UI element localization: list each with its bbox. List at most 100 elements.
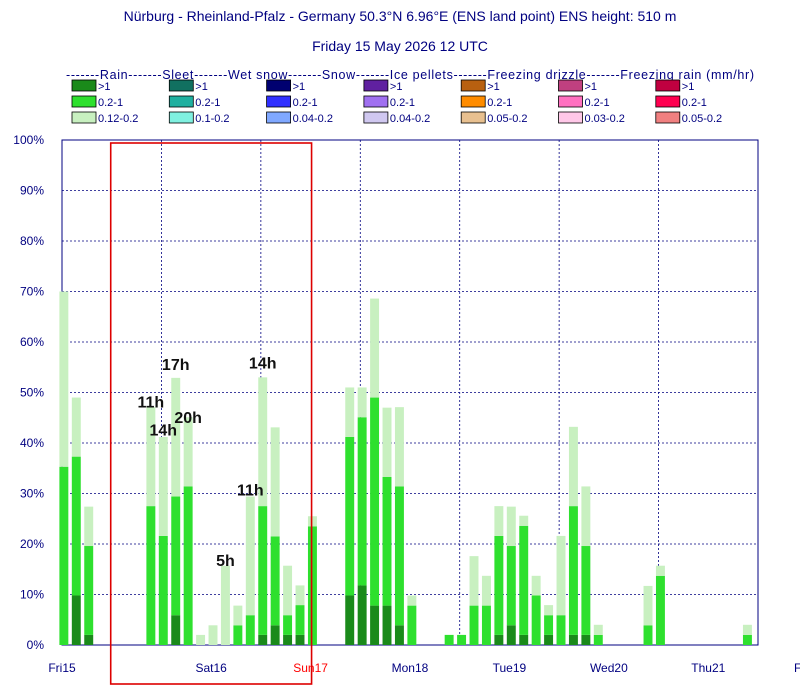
legend-label: 0.2-1 — [293, 97, 318, 109]
legend-label: 0.12-0.2 — [98, 113, 138, 125]
legend-label: 0.2-1 — [98, 97, 123, 109]
legend-label: 0.2-1 — [585, 97, 610, 109]
legend-swatch — [363, 79, 389, 92]
legend-swatch — [266, 79, 292, 92]
y-tick-label: 40% — [20, 436, 44, 450]
annotations: 11h 14h 17h 20h 5h 11h 14h — [138, 355, 277, 570]
bar-segment — [556, 535, 566, 616]
bar-segment — [59, 466, 69, 645]
legend-label: 0.2-1 — [195, 97, 220, 109]
y-tick-label: 30% — [20, 487, 44, 501]
bar-segment — [283, 565, 293, 616]
bar-segment — [158, 535, 168, 645]
bar-segment — [295, 634, 305, 645]
legend-label: >1 — [682, 81, 695, 93]
x-day-label: Fri22 — [794, 661, 800, 675]
bar-segment — [146, 506, 156, 645]
bar-segment — [382, 605, 392, 645]
bar-segment — [407, 595, 417, 606]
legend-label: >1 — [390, 81, 403, 93]
bar-segment — [71, 397, 81, 457]
bar-segment — [481, 575, 491, 606]
bar-segment — [196, 634, 206, 645]
legend-swatch — [363, 95, 389, 108]
y-tick-label: 90% — [20, 184, 44, 198]
bar-segment — [245, 615, 255, 645]
legend-swatch — [71, 111, 97, 124]
legend-swatch — [266, 95, 292, 108]
bar-segment — [581, 634, 591, 645]
bar-segment — [643, 585, 653, 626]
bar-segment — [544, 605, 554, 616]
bar-segment — [258, 634, 268, 645]
chart-subtitle: Friday 15 May 2026 12 UTC — [312, 38, 488, 54]
bar-segment — [146, 407, 156, 507]
x-day-label: Fri15 — [48, 661, 76, 675]
bar-segment — [307, 516, 317, 527]
bar-segment — [258, 506, 268, 635]
bar-segment — [357, 387, 367, 418]
legend-header: -------Rain-------Sleet-------Wet snow--… — [66, 68, 754, 82]
legend-swatch — [460, 111, 486, 124]
bar-segment — [506, 546, 516, 626]
peak-hour-label: 20h — [174, 410, 202, 427]
bar-segment — [307, 526, 317, 645]
legend-swatch — [168, 79, 194, 92]
bar-segment — [295, 585, 305, 606]
bar-segment — [494, 506, 504, 536]
bar-segment — [233, 605, 243, 626]
bar-segment — [568, 426, 578, 507]
x-day-label: Tue19 — [493, 661, 527, 675]
legend-label: >1 — [98, 81, 111, 93]
legend-label: >1 — [487, 81, 500, 93]
bar-segment — [233, 625, 243, 645]
bar-segment — [370, 397, 380, 606]
bar-segment — [394, 407, 404, 487]
legend-swatch — [655, 111, 681, 124]
legend-swatch — [558, 79, 583, 92]
legend-swatch — [71, 95, 97, 108]
bar-segment — [581, 546, 591, 635]
axes: 0% 10% 20% 30% 40% 50% 60% 70% 80% 90% 100% Fri15 Sa… — [13, 133, 800, 685]
bar-segment — [382, 407, 392, 477]
bar-segment — [345, 595, 355, 645]
bar-segment — [208, 625, 218, 645]
legend-swatch — [168, 95, 194, 108]
bar-segment — [643, 625, 653, 645]
legend-label: 0.04-0.2 — [293, 113, 333, 125]
bar-segment — [370, 298, 380, 398]
bar-segment — [59, 291, 69, 467]
bar-segment — [270, 536, 280, 626]
y-tick-label: 100% — [13, 133, 44, 147]
bar-segment — [544, 634, 554, 645]
x-day-label: Sun17 — [293, 661, 328, 675]
peak-hour-label: 14h — [249, 355, 277, 372]
bar-segment — [270, 625, 280, 645]
bar-segment — [171, 496, 181, 616]
bar-segment — [84, 506, 94, 547]
peak-hour-label: 17h — [162, 357, 190, 374]
legend-label: 0.1-0.2 — [195, 113, 229, 125]
peak-hour-label: 5h — [216, 553, 235, 570]
legend-label: 0.03-0.2 — [585, 113, 625, 125]
bar-segment — [593, 634, 603, 645]
bar-segment — [469, 605, 479, 645]
bar-segment — [71, 456, 81, 596]
bar-segment — [556, 615, 566, 645]
peak-hour-label: 11h — [237, 483, 264, 500]
bar-segment — [742, 624, 752, 635]
bar-segment — [531, 595, 541, 645]
legend-swatch — [168, 111, 194, 124]
bar-segment — [742, 634, 752, 645]
legend-label: 0.05-0.2 — [487, 113, 527, 125]
bar-segment — [568, 506, 578, 635]
bar-segment — [506, 625, 516, 645]
bar-segment — [531, 575, 541, 596]
x-day-label: Mon18 — [392, 661, 429, 675]
bar-segment — [481, 605, 491, 645]
legend-label: 0.2-1 — [390, 97, 415, 109]
bar-segment — [345, 436, 355, 596]
x-day-label: Thu21 — [691, 661, 725, 675]
bars — [59, 291, 752, 645]
